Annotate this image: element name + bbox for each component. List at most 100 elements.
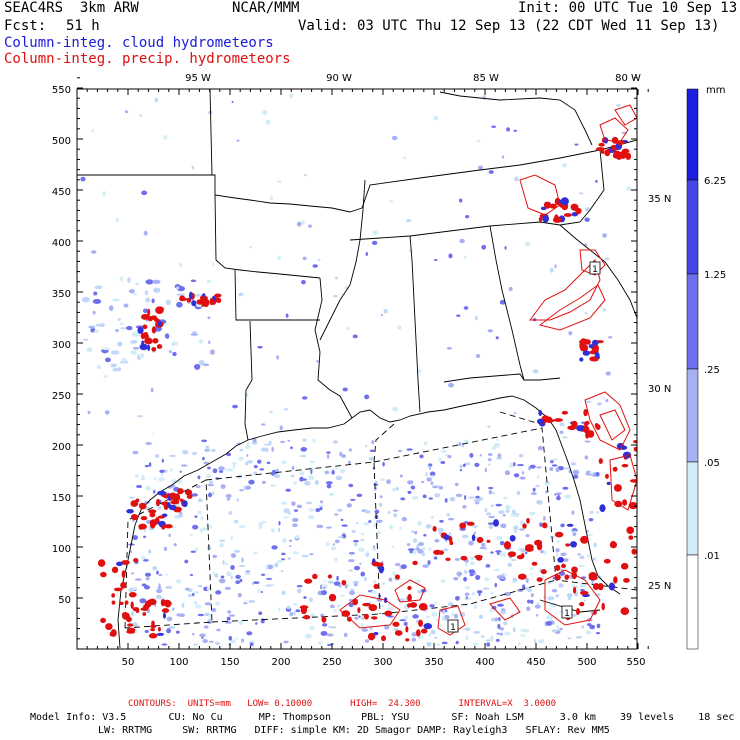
cloud-speck (348, 460, 351, 465)
cloud-speck (145, 577, 150, 581)
cloud-speck (302, 438, 307, 442)
cloud-speck (222, 560, 225, 565)
cloud-speck (296, 504, 303, 509)
cloud-speck (588, 517, 594, 522)
precip-speck (371, 616, 378, 620)
cloud-speck (334, 276, 338, 280)
precip-speck (601, 602, 605, 611)
cloud-speck (143, 535, 147, 538)
cloud-speck (459, 464, 464, 468)
cloud-field-title: Column-integ. cloud hydrometeors (4, 35, 274, 51)
legend-swatch-0.05 (686, 368, 699, 463)
cloud-speck (197, 510, 202, 515)
precip-speck (140, 516, 148, 521)
cloud-speck (360, 616, 365, 621)
cloud-speck (474, 604, 477, 610)
precip-speck (169, 492, 177, 500)
cloud-speck (145, 442, 153, 445)
cloud-speck (503, 621, 508, 626)
cloud-speck (301, 554, 309, 558)
cloud-speck (373, 483, 379, 486)
contours-info: CONTOURS: UNITS=mm LOW= 0.10000 HIGH= 24… (128, 699, 557, 709)
x-tick-label: 400 (475, 657, 494, 668)
cloud-speck (236, 139, 240, 142)
cloud-speck (392, 509, 399, 512)
cloud-speck (342, 387, 348, 392)
cloud-speck (473, 572, 477, 576)
lon-label-95w: 95 W (185, 73, 211, 84)
cloud-speck (237, 456, 244, 461)
cloud-speck (464, 495, 467, 500)
cloud-speck (281, 501, 288, 505)
cloud-speck (216, 628, 221, 632)
cloud-speck (364, 639, 370, 643)
precip-speck (304, 578, 313, 584)
cloud-speck (143, 559, 149, 562)
cloud-speck (555, 594, 560, 598)
precip-speck (531, 561, 538, 566)
cloud-speck (360, 571, 366, 577)
cloud-speck (352, 539, 359, 543)
cloud-speck (310, 469, 313, 475)
cloud-speck (287, 439, 291, 442)
cloud-speck (399, 474, 403, 478)
cloud-speck (530, 492, 537, 496)
cloud-speck (120, 327, 127, 330)
cloud-speck (446, 513, 450, 517)
cloud-speck (497, 453, 502, 458)
cloud-speck (139, 114, 143, 117)
cloud-speck (532, 369, 539, 374)
cloud-speck (391, 545, 395, 548)
lon-label-85w: 85 W (473, 73, 499, 84)
cloud-speck (595, 180, 598, 183)
cloud-speck (430, 481, 434, 485)
precip-speck (521, 553, 525, 559)
valid-time: Valid: 03 UTC Thu 12 Sep 13 (22 CDT Wed … (298, 18, 720, 34)
cloud-speck (412, 550, 416, 555)
precip-speck (621, 463, 629, 468)
cloud-speck (530, 599, 534, 605)
cloud-speck (414, 530, 418, 535)
cloud-speck (351, 529, 356, 534)
cloud-speck (475, 495, 480, 499)
precip-speck (150, 628, 156, 632)
cloud-speck (320, 500, 324, 504)
precip-speck (405, 626, 409, 633)
precip-speck (626, 526, 635, 535)
precip-speck (209, 297, 214, 306)
precip-speck (579, 601, 585, 607)
cloud-speck (373, 579, 377, 584)
cloud-speck (475, 575, 481, 580)
cloud-speck (507, 562, 513, 568)
cloud-speck (433, 556, 438, 560)
cloud-speck (150, 387, 154, 393)
cloud-speck (346, 503, 352, 508)
cloud-speck (161, 643, 168, 646)
cloud-speck (363, 521, 370, 526)
cloud-speck (241, 557, 244, 563)
cloud-speck (148, 462, 152, 467)
cloud-speck (426, 641, 432, 647)
cloud-speck (486, 512, 492, 516)
precip-speck (625, 152, 632, 160)
cloud-speck (423, 533, 427, 537)
precip-speck (199, 295, 205, 301)
cloud-speck (325, 526, 332, 529)
legend-level-label: 6.25 (704, 176, 726, 187)
cloud-speck (207, 483, 214, 487)
cloud-speck (543, 550, 547, 555)
cloud-speck (415, 547, 421, 551)
x-tick-label: 300 (373, 657, 392, 668)
map-content: 1 1 1 (77, 89, 637, 649)
cloud-speck (437, 527, 444, 533)
cloud-speck (130, 339, 138, 344)
cloud-speck (394, 562, 401, 567)
cloud-speck (245, 570, 251, 573)
precip-speck (132, 607, 139, 612)
cloud-speck (144, 585, 150, 590)
cloud-speck (589, 624, 596, 630)
precip-speck (536, 542, 543, 551)
cloud-speck (556, 540, 560, 543)
cloud-speck (480, 635, 485, 638)
cloud-speck (156, 570, 159, 575)
